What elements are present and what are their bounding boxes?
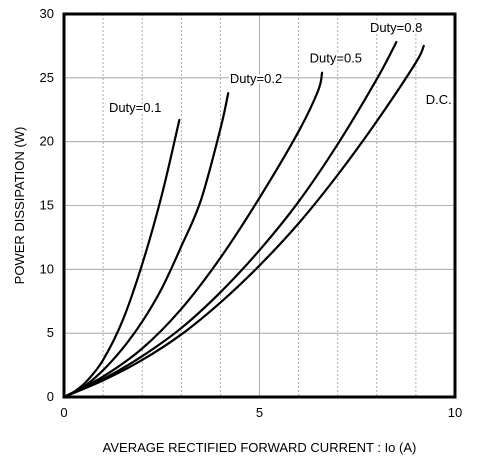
y-tick-label: 10 (40, 261, 54, 276)
series-label-layer: Duty=0.1 Duty=0.2 Duty=0.5 Duty=0.8 D.C. (107, 18, 454, 117)
series-label-4: Duty=0.8 (370, 20, 422, 35)
series-label-5: D.C. (426, 92, 452, 107)
series-label-1: Duty=0.1 (109, 100, 161, 115)
x-tick-label: 5 (256, 405, 263, 420)
grid-layer (64, 14, 455, 397)
y-tick-label: 25 (40, 70, 54, 85)
series-line-5 (62, 44, 425, 399)
curve-layer (62, 40, 425, 399)
tick-label-layer: 0 5 10 0 5 10 15 20 25 30 (40, 6, 463, 420)
y-tick-label: 20 (40, 134, 54, 149)
series-label-3: Duty=0.5 (310, 51, 362, 66)
series-line-3 (62, 71, 324, 399)
series-line-1 (62, 118, 181, 399)
y-tick-label: 5 (47, 325, 54, 340)
y-tick-label: 0 (47, 389, 54, 404)
y-axis-title: POWER DISSIPATION (W) (12, 127, 27, 285)
x-tick-label: 10 (448, 405, 462, 420)
x-tick-label: 0 (60, 405, 67, 420)
plot-frame (62, 12, 457, 399)
x-axis-title: AVERAGE RECTIFIED FORWARD CURRENT : Io (… (103, 440, 417, 455)
series-line-2 (62, 92, 230, 399)
series-label-2: Duty=0.2 (230, 71, 282, 86)
series-line-4 (62, 40, 398, 399)
y-tick-label: 30 (40, 6, 54, 21)
y-tick-label: 15 (40, 198, 54, 213)
